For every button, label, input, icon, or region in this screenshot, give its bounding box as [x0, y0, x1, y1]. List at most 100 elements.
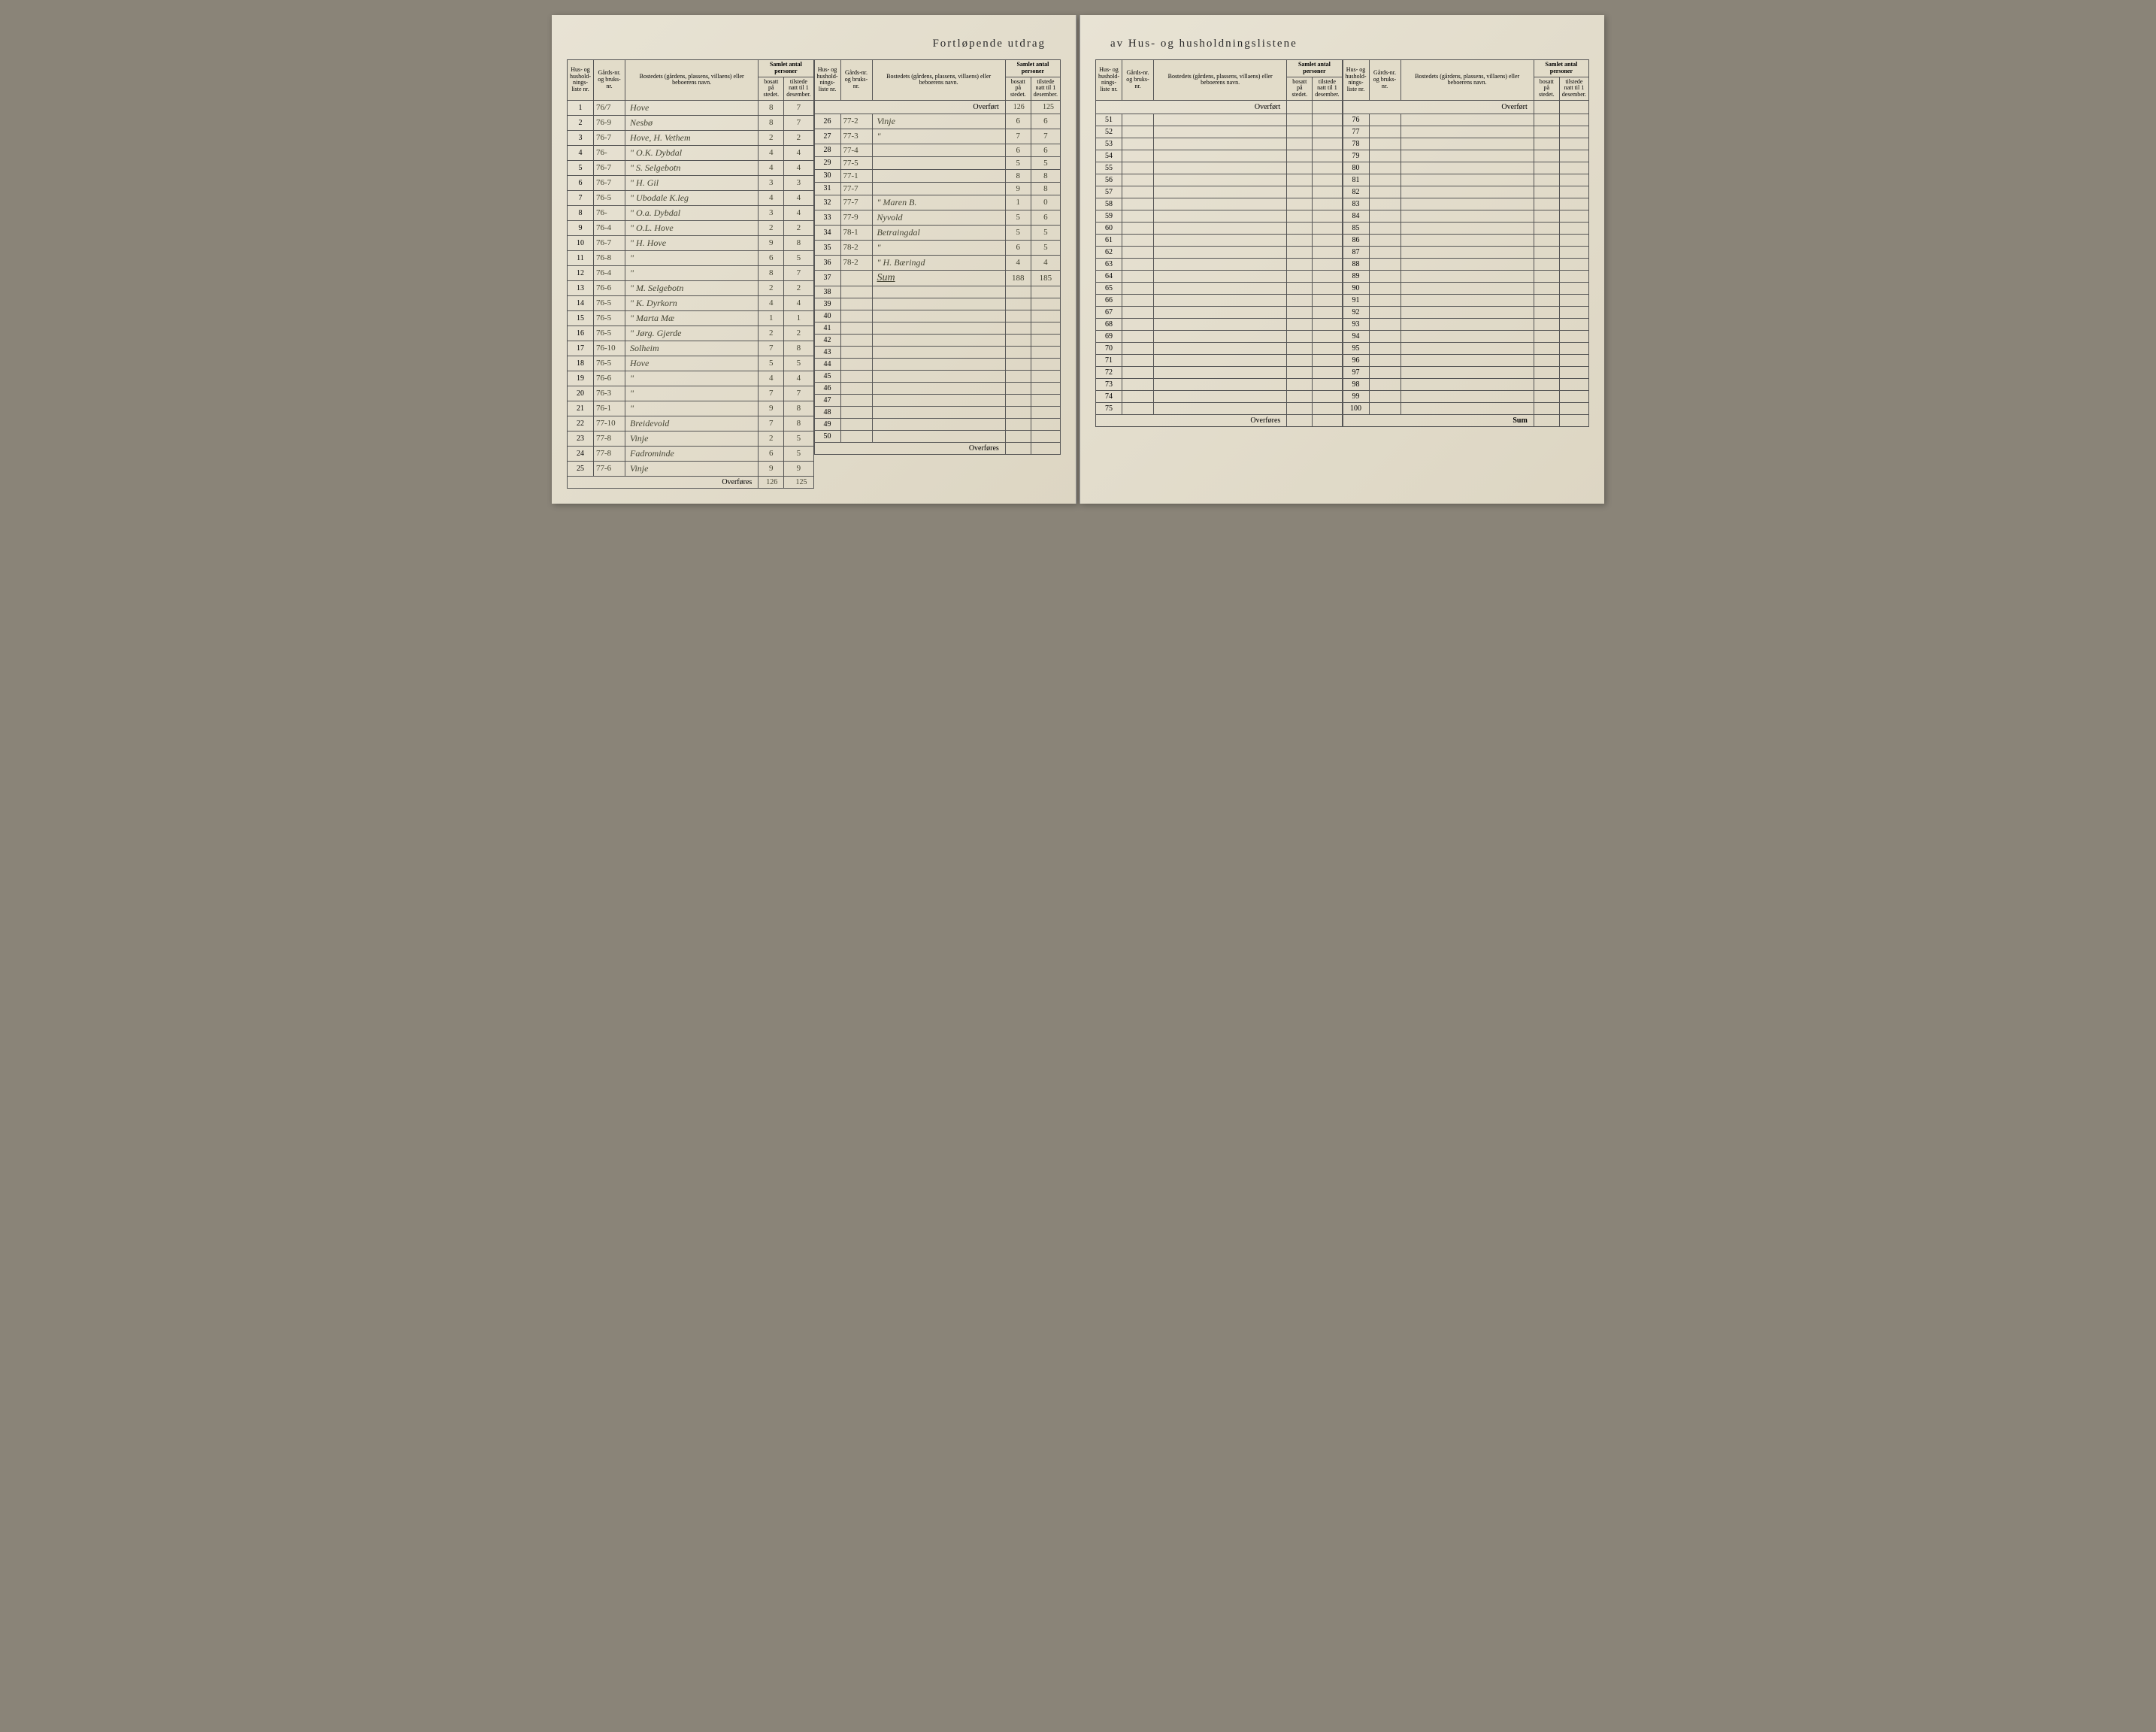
table-row: 97: [1343, 366, 1589, 378]
tilstede-count: 1: [784, 310, 813, 326]
bosted-name: Betraingdal: [872, 225, 1005, 240]
tilstede-count: 8: [784, 401, 813, 416]
gards-nr: [1369, 234, 1400, 246]
gards-nr: 76-5: [594, 310, 625, 326]
bosted-name: [1154, 354, 1287, 366]
gards-nr: [840, 310, 872, 322]
row-number: 80: [1343, 162, 1369, 174]
row-number: 58: [1096, 198, 1122, 210]
header-tilstede: tilstede natt til 1 desember.: [784, 77, 813, 100]
tilstede-count: 2: [784, 326, 813, 341]
gards-nr: [840, 394, 872, 406]
gards-nr: [1122, 174, 1154, 186]
bosatt-count: 8: [759, 115, 784, 130]
gards-nr: [840, 322, 872, 334]
row-number: 75: [1096, 402, 1122, 414]
census-table-4: Hus- og hushold-nings-liste nr. Gårds-nr…: [1343, 59, 1590, 427]
bosted-name: " S. Selgebotn: [625, 160, 759, 175]
table-row: 876-" O.a. Dybdal34: [568, 205, 814, 220]
tilstede-count: [1559, 366, 1588, 378]
gards-nr: [1369, 390, 1400, 402]
bosted-name: [1400, 126, 1534, 138]
row-number: 25: [568, 461, 594, 476]
gards-nr: [1369, 114, 1400, 126]
row-number: 47: [814, 394, 840, 406]
bosatt-count: [1005, 358, 1031, 370]
tilstede-count: 5: [784, 431, 813, 446]
bosted-name: [872, 394, 1005, 406]
header-liste: Hus- og hushold-nings-liste nr.: [814, 60, 840, 101]
table-row: 776-5" Ubodale K.leg44: [568, 190, 814, 205]
row-number: 87: [1343, 246, 1369, 258]
gards-nr: [1122, 186, 1154, 198]
tilstede-count: 4: [784, 371, 813, 386]
row-number: 39: [814, 298, 840, 310]
bosted-name: [872, 334, 1005, 346]
gards-nr: [1369, 342, 1400, 354]
panel-4: Hus- og hushold-nings-liste nr. Gårds-nr…: [1343, 59, 1590, 427]
row-number: 100: [1343, 402, 1369, 414]
bosatt-count: 8: [1005, 169, 1031, 182]
bosatt-count: [1534, 186, 1559, 198]
bosted-name: " Ubodale K.leg: [625, 190, 759, 205]
table-row: 67: [1096, 306, 1343, 318]
bosatt-count: [1005, 370, 1031, 382]
table-row: 64: [1096, 270, 1343, 282]
table-row: 3377-9Nyvold56: [814, 210, 1061, 225]
bosted-name: " K. Dyrkorn: [625, 295, 759, 310]
table-row: 70: [1096, 342, 1343, 354]
bosted-name: [1400, 198, 1534, 210]
bosted-name: [1400, 210, 1534, 222]
bosted-name: " Jørg. Gjerde: [625, 326, 759, 341]
bosatt-count: 4: [759, 295, 784, 310]
bosted-name: [1154, 306, 1287, 318]
overfores-label: Overføres: [1096, 414, 1287, 426]
row-number: 51: [1096, 114, 1122, 126]
row-number: 97: [1343, 366, 1369, 378]
table-row: 79: [1343, 150, 1589, 162]
row-number: 46: [814, 382, 840, 394]
bosted-name: " H. Hove: [625, 235, 759, 250]
tilstede-count: [1031, 298, 1060, 310]
bosted-name: ": [872, 240, 1005, 255]
tilstede-count: 8: [784, 416, 813, 431]
table-row: 1976-6"44: [568, 371, 814, 386]
row-number: 68: [1096, 318, 1122, 330]
row-number: 22: [568, 416, 594, 431]
tilstede-count: [1031, 358, 1060, 370]
tilstede-count: [1559, 198, 1588, 210]
row-number: 20: [568, 386, 594, 401]
bosted-name: [1154, 330, 1287, 342]
row-number: 90: [1343, 282, 1369, 294]
bosted-name: [1400, 222, 1534, 234]
tilstede-count: [1031, 322, 1060, 334]
bosted-name: [872, 358, 1005, 370]
table-row: 81: [1343, 174, 1589, 186]
bosted-name: ": [625, 371, 759, 386]
row-number: 15: [568, 310, 594, 326]
row-number: 18: [568, 356, 594, 371]
bosatt-count: 2: [759, 130, 784, 145]
row-number: 48: [814, 406, 840, 418]
bosted-name: [1154, 402, 1287, 414]
tilstede-count: [1313, 234, 1342, 246]
tilstede-count: 9: [784, 461, 813, 476]
tilstede-count: [1559, 162, 1588, 174]
row-number: 81: [1343, 174, 1369, 186]
table-row: 47: [814, 394, 1061, 406]
gards-nr: 78-1: [840, 225, 872, 240]
gards-nr: [1122, 330, 1154, 342]
bosted-name: " H. Bæringd: [872, 255, 1005, 270]
gards-nr: [1369, 162, 1400, 174]
bosatt-count: 9: [759, 461, 784, 476]
tilstede-count: [1313, 198, 1342, 210]
gards-nr: [1122, 318, 1154, 330]
tilstede-count: [1559, 186, 1588, 198]
row-number: 17: [568, 341, 594, 356]
row-number: 91: [1343, 294, 1369, 306]
table-row: 71: [1096, 354, 1343, 366]
gards-nr: 77-3: [840, 129, 872, 144]
tilstede-count: 5: [784, 356, 813, 371]
table-row: 41: [814, 322, 1061, 334]
header-gards: Gårds-nr. og bruks-nr.: [1369, 60, 1400, 101]
